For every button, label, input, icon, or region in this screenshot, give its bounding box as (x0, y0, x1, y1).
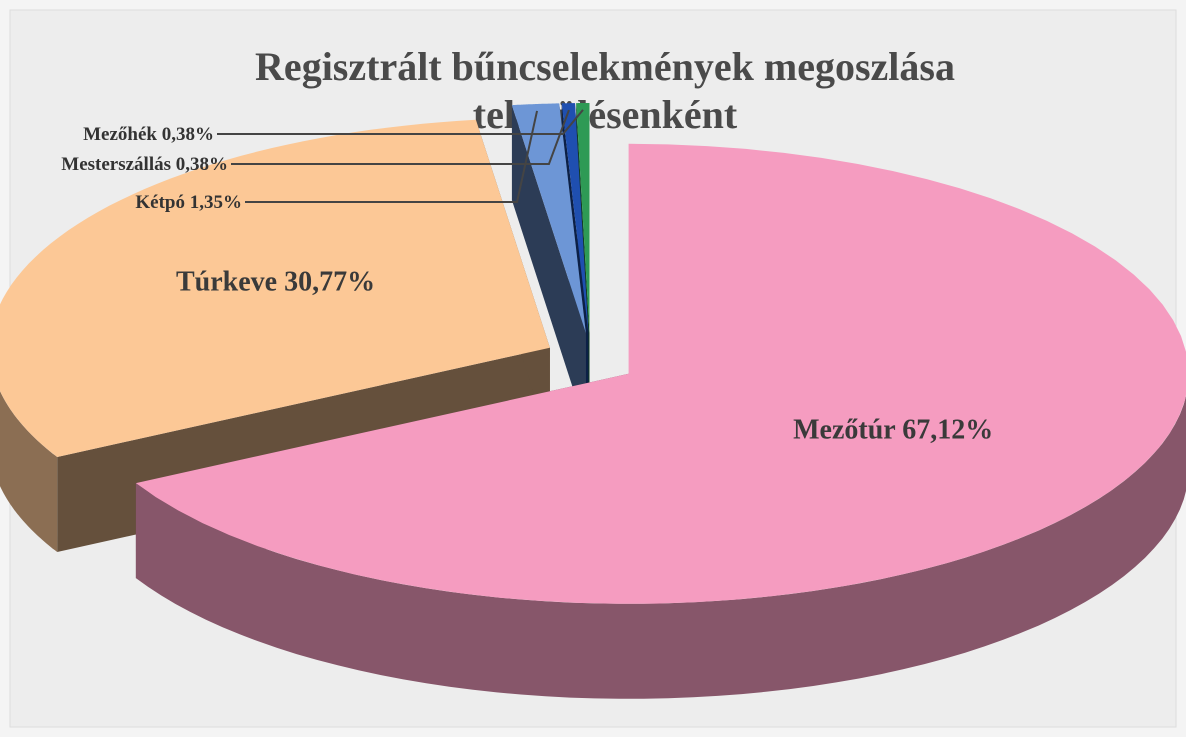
slice-label: Kétpó 1,35% (135, 192, 242, 213)
slice (561, 103, 589, 333)
leader-line (217, 109, 584, 135)
chart-title: Regisztrált bűncselekmények megoszlása (255, 44, 955, 89)
slice-side (135, 395, 1186, 699)
slice-label: Mezőtúr 67,12% (793, 415, 993, 446)
slice (0, 119, 550, 457)
slice-label: Túrkeve 30,77% (176, 266, 375, 297)
slice (135, 143, 1186, 604)
slice-label: Mesterszállás 0,38% (61, 154, 228, 175)
slice (576, 103, 590, 333)
leader-line (231, 109, 570, 165)
leader-line (245, 110, 539, 203)
slice-side (0, 391, 58, 552)
slice-label: Mezőhék 0,38% (83, 124, 214, 145)
slice (511, 103, 586, 334)
slice-side (511, 105, 586, 429)
